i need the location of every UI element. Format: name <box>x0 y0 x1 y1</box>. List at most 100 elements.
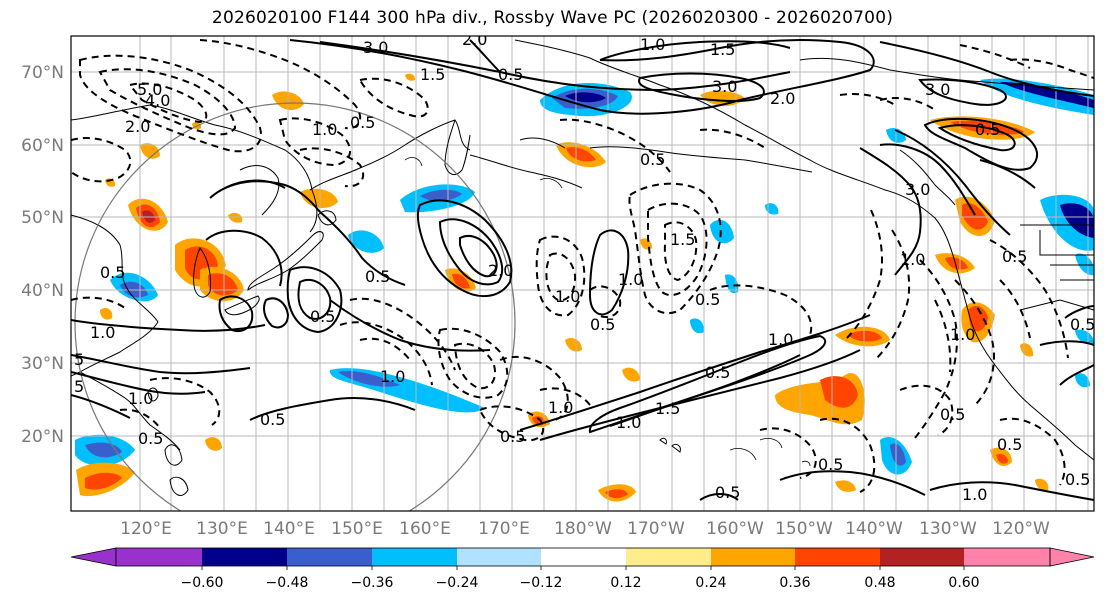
lon-label: 120°W <box>992 519 1050 539</box>
lon-label: 130°W <box>919 519 977 539</box>
anomaly-shading <box>75 73 1094 502</box>
lon-label: 140°E <box>263 519 315 539</box>
colorbar-tick-label: 0.12 <box>610 575 641 591</box>
contour-label: 0.5 <box>1065 470 1090 489</box>
colorbar-tick-label: 0.36 <box>779 575 810 591</box>
contour-label: 1.0 <box>380 367 405 386</box>
colorbar-ticks <box>201 566 965 570</box>
contour-label: 1.0 <box>128 389 153 408</box>
lon-label: 180°W <box>554 519 612 539</box>
negative-contours <box>71 39 1094 493</box>
contour-label: 1.0 <box>90 323 115 342</box>
lon-label: 170°W <box>627 519 685 539</box>
contour-label: 2.0 <box>770 89 795 108</box>
colorbar-tick-label: −0.24 <box>436 575 479 591</box>
contour-label: 0.5 <box>1002 247 1027 266</box>
contour-label: 0.5 <box>100 263 125 282</box>
lat-label-30n: 30°N <box>21 354 64 374</box>
lat-label-40n: 40°N <box>21 281 64 301</box>
contour-label: 0.5 <box>1070 315 1095 334</box>
contour-label: 2.0 <box>125 117 150 136</box>
colorbar-tick-label: 0.48 <box>864 575 895 591</box>
colorbar-frame <box>115 547 1051 567</box>
contour-label: 1.0 <box>616 413 641 432</box>
islands <box>404 157 811 467</box>
colorbar-segment <box>287 548 372 566</box>
colorbar-tick-label: 0.24 <box>695 575 726 591</box>
contour-label: 2.0 <box>488 261 513 280</box>
contour-label: 0.5 <box>818 455 843 474</box>
contour-label: 2.0 <box>462 30 487 49</box>
colorbar-segment <box>711 548 795 566</box>
colorbar: −0.60 −0.48 −0.36 −0.24 −0.12 0.12 0.24 … <box>70 547 1095 591</box>
lon-label: 140°W <box>845 519 903 539</box>
lon-label: 150°W <box>775 519 833 539</box>
contour-label: 4.0 <box>145 91 170 110</box>
lon-label: 160°E <box>399 519 451 539</box>
contour-label: 3.0 <box>363 38 388 57</box>
contour-label: 3.0 <box>905 180 930 199</box>
contour-label: 0.5 <box>940 405 965 424</box>
colorbar-tick-label: −0.48 <box>266 575 309 591</box>
contour-label: 5 <box>74 377 84 396</box>
contour-label: 1.0 <box>768 330 793 349</box>
colorbar-segment <box>880 548 964 566</box>
contour-label: 1.0 <box>962 485 987 504</box>
contour-label: 0.5 <box>138 429 163 448</box>
contour-label: 0.5 <box>500 427 525 446</box>
colorbar-segment <box>964 548 1050 566</box>
contour-label: 1.0 <box>900 250 925 269</box>
contour-label: 0.5 <box>975 120 1000 139</box>
lon-label: 120°E <box>120 519 172 539</box>
contour-label: 1.0 <box>618 270 643 289</box>
contour-label: 1.5 <box>670 230 695 249</box>
colorbar-extend-high <box>1049 547 1095 567</box>
lon-label: 170°E <box>478 519 530 539</box>
coastlines <box>71 39 1094 496</box>
contour-labels: 3.0 2.0 1.5 0.5 1.0 1.5 3.0 2.0 3.0 0.5 … <box>74 30 1095 504</box>
contour-label: 0.5 <box>705 363 730 382</box>
contour-label: 1.0 <box>312 120 337 139</box>
colorbar-segment <box>372 548 457 566</box>
lat-label-70n: 70°N <box>21 63 64 83</box>
region-circle <box>74 102 516 511</box>
lon-label: 160°W <box>706 519 764 539</box>
contour-label: 0.5 <box>310 307 335 326</box>
contour-label: 0.5 <box>640 150 665 169</box>
contour-label: 0.5 <box>365 267 390 286</box>
contour-label: 0.5 <box>350 113 375 132</box>
lat-label-60n: 60°N <box>21 136 64 156</box>
colorbar-tick-label: 0.60 <box>948 575 979 591</box>
contour-label: 1.5 <box>655 399 680 418</box>
contour-label: 0.5 <box>260 410 285 429</box>
colorbar-tick-label: −0.60 <box>181 575 224 591</box>
latitude-labels: 70°N 60°N 50°N 40°N 30°N 20°N <box>21 63 64 447</box>
map-frame <box>70 35 1095 512</box>
lat-label-20n: 20°N <box>21 427 64 447</box>
colorbar-tick-label: −0.36 <box>351 575 394 591</box>
colorbar-segment <box>541 548 626 566</box>
contour-label: 3.0 <box>712 77 737 96</box>
contour-label: 0.5 <box>997 435 1022 454</box>
colorbar-extend-low <box>70 547 117 567</box>
colorbar-segment <box>626 548 711 566</box>
contour-label: 1.0 <box>640 35 665 54</box>
contour-label: 1.5 <box>710 40 735 59</box>
contour-label: 1.0 <box>950 325 975 344</box>
contour-label: 0.5 <box>715 483 740 502</box>
contour-label: 0.5 <box>590 315 615 334</box>
contour-label: 0.5 <box>498 65 523 84</box>
contour-label: 3.0 <box>925 80 950 99</box>
longitude-labels: 120°E 130°E 140°E 150°E 160°E 170°E 180°… <box>120 519 1050 539</box>
colorbar-segment <box>795 548 880 566</box>
positive-contours <box>71 39 1094 501</box>
lon-label: 150°E <box>331 519 383 539</box>
contour-label: 5.0 <box>137 80 162 99</box>
contour-label: 1.0 <box>548 398 573 417</box>
contour-label: 5 <box>74 350 84 369</box>
contour-label: 1.5 <box>420 65 445 84</box>
contour-label: 0.5 <box>695 290 720 309</box>
colorbar-segment <box>457 548 541 566</box>
lat-label-50n: 50°N <box>21 208 64 228</box>
